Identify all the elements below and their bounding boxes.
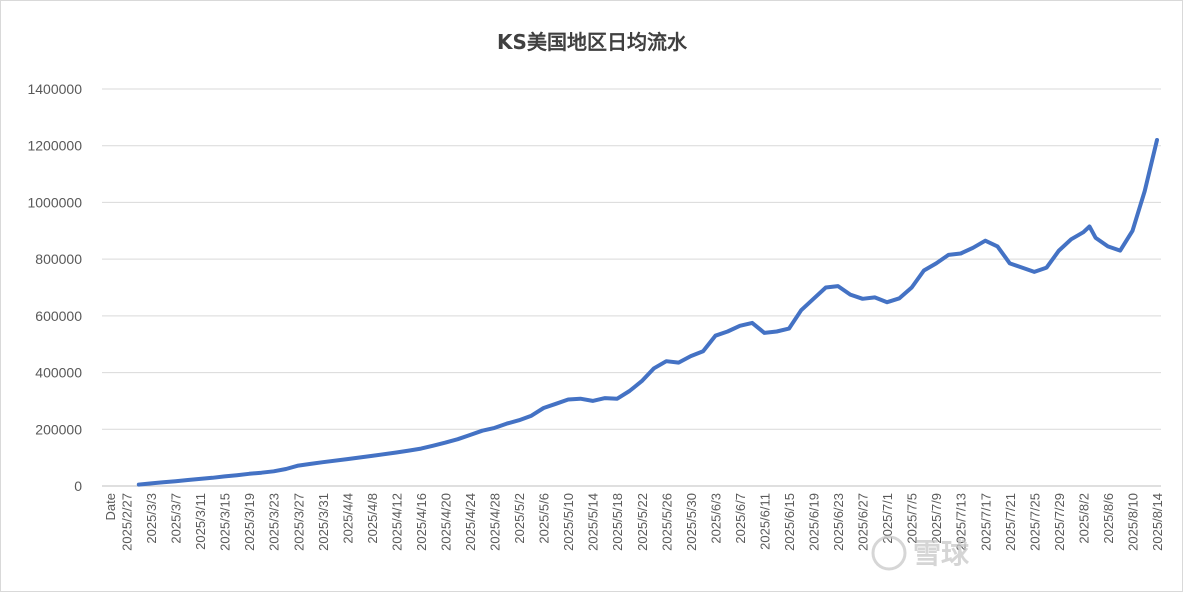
y-tick-label: 800000 (35, 251, 82, 267)
y-tick-label: 0 (74, 478, 82, 494)
y-axis-ticks: 0 200000 400000 600000 800000 1000000 1200000 1… (27, 81, 82, 494)
y-tick-label: 1200000 (27, 138, 82, 154)
x-tick-label: 2025/5/14 (586, 493, 601, 551)
x-tick-label: 2025/6/23 (831, 493, 846, 551)
x-tick-label: 2025/3/15 (218, 493, 233, 551)
x-tick-label: Date (103, 493, 118, 520)
x-tick-label: 2025/8/10 (1125, 493, 1140, 551)
x-tick-label: 2025/7/17 (978, 493, 993, 551)
x-tick-label: 2025/7/1 (880, 493, 895, 544)
x-tick-label: 2025/7/25 (1027, 493, 1042, 551)
y-tick-label: 400000 (35, 365, 82, 381)
x-tick-label: 2025/3/7 (169, 493, 184, 544)
x-tick-label: 2025/5/2 (512, 493, 527, 544)
gridlines (102, 88, 1161, 430)
y-tick-label: 1000000 (27, 194, 82, 210)
x-tick-label: 2025/7/9 (929, 493, 944, 544)
watermark: 雪球 (871, 535, 970, 571)
x-tick-label: 2025/8/14 (1150, 493, 1165, 551)
x-tick-label: 2025/7/5 (905, 493, 920, 544)
x-tick-label: 2025/4/28 (488, 493, 503, 551)
chart-title: KS美国地区日均流水 (497, 30, 688, 54)
x-tick-label: 2025/4/20 (438, 493, 453, 551)
x-tick-label: 2025/5/18 (610, 493, 625, 551)
x-axis-ticks: Date 2025/2/27 2025/3/3 2025/3/7 2025/3/11 20… (103, 493, 1165, 551)
x-tick-label: 2025/5/26 (659, 493, 674, 551)
x-tick-label: 2025/7/21 (1003, 493, 1018, 551)
y-tick-label: 1400000 (27, 81, 82, 97)
x-tick-label: 2025/8/6 (1101, 493, 1116, 544)
series-line (136, 138, 1159, 487)
y-tick-label: 600000 (35, 308, 82, 324)
watermark-text: 雪球 (913, 537, 970, 570)
x-tick-label: 2025/6/27 (856, 493, 871, 551)
x-tick-label: 2025/6/19 (807, 493, 822, 551)
x-tick-label: 2025/4/16 (414, 493, 429, 551)
x-tick-label: 2025/5/30 (684, 493, 699, 551)
x-tick-label: 2025/6/3 (708, 493, 723, 544)
x-tick-label: 2025/5/10 (561, 493, 576, 551)
x-tick-label: 2025/7/13 (954, 493, 969, 551)
x-tick-label: 2025/4/8 (365, 493, 380, 544)
x-tick-label: 2025/3/23 (267, 493, 282, 551)
x-tick-label: 2025/4/24 (463, 493, 478, 551)
x-tick-label: 2025/3/11 (193, 493, 208, 550)
x-tick-label: 2025/3/31 (316, 493, 331, 551)
x-tick-label: 2025/5/6 (537, 493, 552, 544)
x-tick-label: 2025/6/11 (757, 493, 772, 550)
x-tick-label: 2025/4/12 (389, 493, 404, 551)
x-tick-label: 2025/8/2 (1076, 493, 1091, 544)
x-tick-label: 2025/3/19 (242, 493, 257, 551)
x-tick-label: 2025/5/22 (635, 493, 650, 551)
x-tick-label: 2025/6/15 (782, 493, 797, 551)
x-tick-label: 2025/6/7 (733, 493, 748, 544)
watermark-logo-icon (871, 535, 907, 571)
x-tick-label: 2025/3/27 (291, 493, 306, 551)
x-tick-label: 2025/2/27 (120, 493, 135, 551)
y-tick-label: 200000 (35, 421, 82, 437)
x-tick-label: 2025/4/4 (340, 493, 355, 544)
x-tick-label: 2025/7/29 (1052, 493, 1067, 551)
x-tick-label: 2025/3/3 (144, 493, 159, 544)
